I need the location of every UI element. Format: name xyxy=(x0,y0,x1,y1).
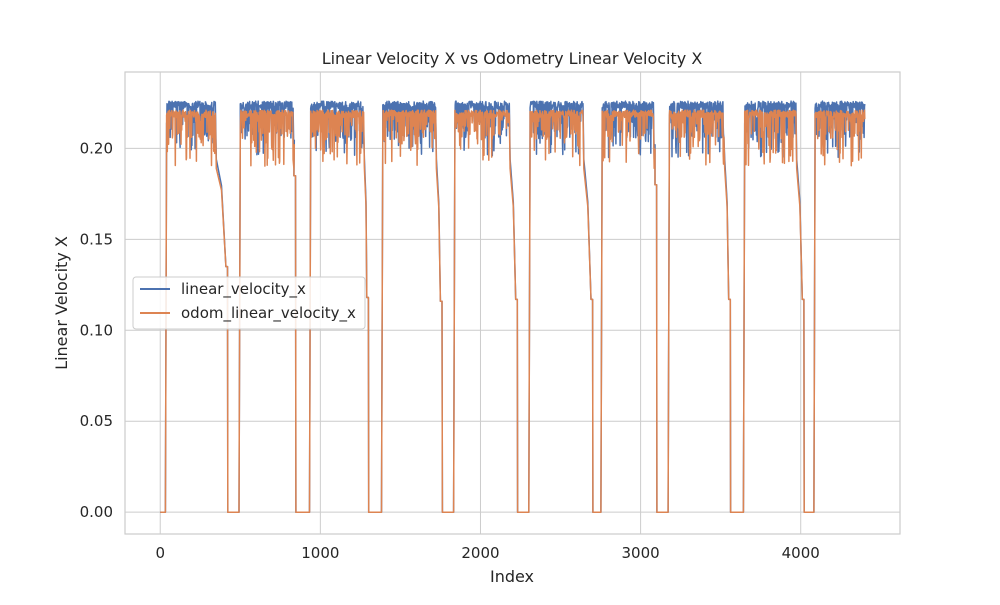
series-line-odom-linear-velocity-x xyxy=(160,109,866,513)
x-tick-label: 4000 xyxy=(782,544,820,562)
chart-title: Linear Velocity X vs Odometry Linear Vel… xyxy=(322,49,703,68)
y-tick-label: 0.20 xyxy=(80,139,113,157)
grid xyxy=(125,72,900,534)
x-tick-label: 1000 xyxy=(301,544,339,562)
legend-box xyxy=(132,276,366,330)
x-tick-label: 3000 xyxy=(622,544,660,562)
y-axis-label: Linear Velocity X xyxy=(52,236,71,370)
y-tick-label: 0.10 xyxy=(80,321,113,339)
x-tick-label: 0 xyxy=(155,544,165,562)
y-tick-label: 0.15 xyxy=(80,230,113,248)
x-axis-label: Index xyxy=(490,567,534,586)
plot-frame xyxy=(124,71,901,535)
y-tick-label: 0.05 xyxy=(80,412,113,430)
tick-labels: 0 1000 2000 3000 4000 0.00 0.05 0.10 0.15 0.20 xyxy=(80,139,820,562)
legend: linear_velocity_x odom_linear_velocity_x xyxy=(132,276,366,330)
legend-label-linear-velocity-x: linear_velocity_x xyxy=(181,280,306,299)
y-tick-label: 0.00 xyxy=(80,503,113,521)
x-tick-label: 2000 xyxy=(461,544,499,562)
legend-label-odom-linear-velocity-x: odom_linear_velocity_x xyxy=(181,304,356,323)
series-lines xyxy=(160,100,866,513)
